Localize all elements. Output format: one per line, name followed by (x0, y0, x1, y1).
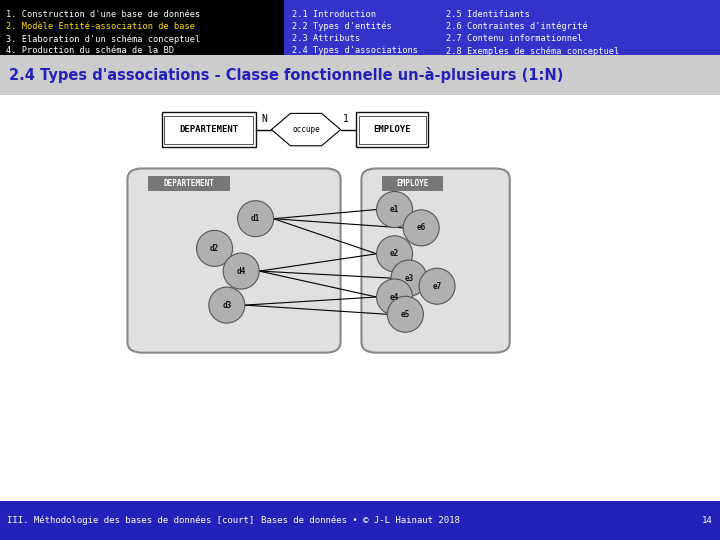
FancyBboxPatch shape (127, 168, 341, 353)
Text: 2.8 Exemples de schéma conceptuel: 2.8 Exemples de schéma conceptuel (446, 46, 620, 56)
Ellipse shape (238, 201, 274, 237)
Polygon shape (271, 113, 341, 146)
Text: EMPLOYE: EMPLOYE (396, 179, 428, 187)
Text: 2.3 Attributs: 2.3 Attributs (292, 34, 360, 43)
FancyBboxPatch shape (0, 55, 720, 95)
Ellipse shape (377, 236, 413, 272)
FancyBboxPatch shape (284, 0, 720, 55)
FancyBboxPatch shape (382, 176, 443, 191)
FancyBboxPatch shape (359, 116, 426, 144)
Text: e5: e5 (401, 310, 410, 319)
FancyBboxPatch shape (0, 95, 720, 501)
Text: 2.4 Types d'associations: 2.4 Types d'associations (292, 46, 418, 56)
Ellipse shape (377, 279, 413, 315)
Text: 1: 1 (343, 114, 348, 124)
Text: 2.6 Contraintes d'intégrité: 2.6 Contraintes d'intégrité (446, 22, 588, 31)
Ellipse shape (223, 253, 259, 289)
Ellipse shape (377, 192, 413, 227)
Text: 2.1 Introduction: 2.1 Introduction (292, 10, 376, 19)
FancyBboxPatch shape (356, 112, 428, 147)
Text: e3: e3 (405, 274, 413, 282)
FancyBboxPatch shape (162, 112, 256, 147)
Text: III. Méthodologie des bases de données [court]: III. Méthodologie des bases de données [… (7, 516, 254, 525)
FancyBboxPatch shape (164, 116, 253, 144)
Text: N: N (261, 114, 267, 124)
Text: 14: 14 (702, 516, 713, 525)
Text: e2: e2 (390, 249, 399, 258)
Text: 2.7 Contenu informationnel: 2.7 Contenu informationnel (446, 34, 583, 43)
Text: e6: e6 (417, 224, 426, 232)
Text: EMPLOYE: EMPLOYE (374, 125, 411, 134)
Text: 1. Construction d'une base de données: 1. Construction d'une base de données (6, 10, 200, 19)
FancyBboxPatch shape (148, 176, 230, 191)
Ellipse shape (197, 231, 233, 266)
Text: 3. Elaboration d'un schéma conceptuel: 3. Elaboration d'un schéma conceptuel (6, 34, 200, 44)
Text: 2.4 Types d'associations - Classe fonctionnelle un-à-plusieurs (1:N): 2.4 Types d'associations - Classe foncti… (9, 67, 563, 83)
Text: e4: e4 (390, 293, 399, 301)
Text: e7: e7 (433, 282, 441, 291)
Ellipse shape (403, 210, 439, 246)
Text: 2.5 Identifiants: 2.5 Identifiants (446, 10, 531, 19)
FancyBboxPatch shape (361, 168, 510, 353)
FancyBboxPatch shape (0, 501, 720, 540)
Ellipse shape (387, 296, 423, 332)
Text: Bases de données • © J-L Hainaut 2018: Bases de données • © J-L Hainaut 2018 (261, 516, 459, 525)
Text: d4: d4 (237, 267, 246, 275)
Text: d2: d2 (210, 244, 219, 253)
Text: 2. Modèle Entité-association de base: 2. Modèle Entité-association de base (6, 22, 194, 31)
Text: DEPARTEMENT: DEPARTEMENT (179, 125, 238, 134)
FancyBboxPatch shape (0, 0, 284, 55)
Text: occupe: occupe (292, 125, 320, 134)
Ellipse shape (391, 260, 427, 296)
Text: DEPARTEMENT: DEPARTEMENT (163, 179, 215, 187)
Ellipse shape (209, 287, 245, 323)
Text: d1: d1 (251, 214, 260, 223)
Text: e1: e1 (390, 205, 399, 214)
Text: 4. Production du schéma de la BD: 4. Production du schéma de la BD (6, 46, 174, 56)
Text: 2.2 Types d'entités: 2.2 Types d'entités (292, 22, 392, 31)
Text: d3: d3 (222, 301, 231, 309)
Ellipse shape (419, 268, 455, 304)
